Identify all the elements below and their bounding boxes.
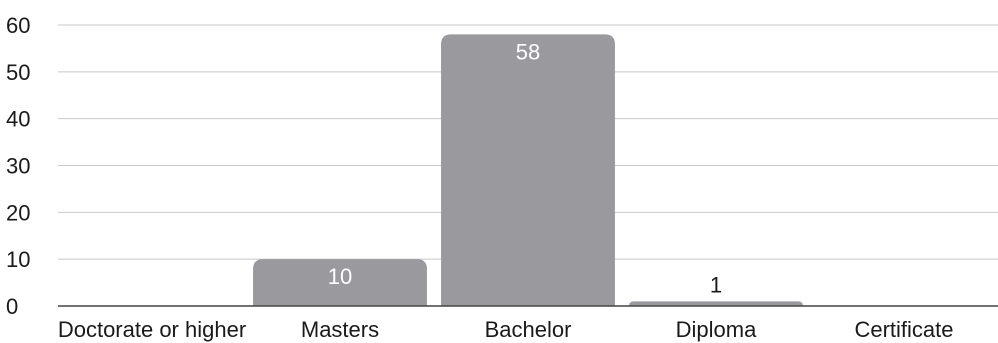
data-label: 1	[710, 272, 722, 297]
x-tick-label: Certificate	[854, 317, 953, 342]
data-label: 58	[516, 39, 540, 64]
bar	[629, 301, 803, 306]
x-tick-label: Masters	[301, 317, 379, 342]
y-tick-label: 50	[6, 60, 30, 85]
y-tick-label: 40	[6, 107, 30, 132]
bar	[253, 259, 427, 306]
data-label: 10	[328, 264, 352, 289]
x-tick-label: Doctorate or higher	[58, 317, 246, 342]
x-tick-label: Bachelor	[485, 317, 572, 342]
y-axis: 0 10 20 30 40 50 60	[6, 13, 30, 319]
y-tick-label: 60	[6, 13, 30, 38]
y-tick-label: 20	[6, 200, 30, 225]
x-axis: Doctorate or higher Masters Bachelor Diplom…	[58, 305, 998, 342]
y-tick-label: 30	[6, 154, 30, 179]
y-tick-label: 0	[6, 294, 18, 319]
x-tick-label: Diploma	[676, 317, 757, 342]
data-labels: 10 58 1	[328, 39, 722, 297]
bars	[253, 34, 803, 306]
bar	[441, 34, 615, 306]
y-tick-label: 10	[6, 247, 30, 272]
